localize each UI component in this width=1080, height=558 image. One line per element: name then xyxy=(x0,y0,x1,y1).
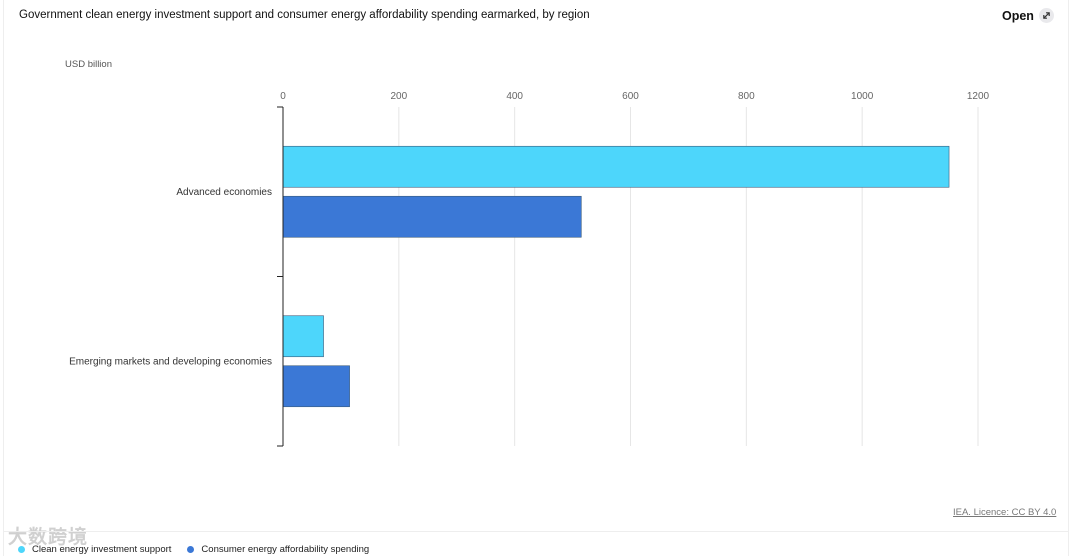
x-tick-label: 800 xyxy=(738,91,755,102)
chart-title: Government clean energy investment suppo… xyxy=(19,9,590,21)
open-button-label: Open xyxy=(1002,8,1034,23)
chart-frame xyxy=(3,0,1069,556)
bar xyxy=(282,195,582,238)
x-tick-label: 600 xyxy=(622,91,639,102)
watermark-logo: 大数跨境 xyxy=(8,527,89,548)
bar xyxy=(282,365,350,408)
category-label: Emerging markets and developing economie… xyxy=(69,356,272,367)
x-tick-label: 1200 xyxy=(967,91,990,102)
unit-label: USD billion xyxy=(65,59,112,70)
legend-label-clean-energy: Clean energy investment support xyxy=(32,544,172,555)
legend-item-affordability[interactable]: Consumer energy affordability spending xyxy=(187,544,369,555)
source-link[interactable]: IEA. Licence: CC BY 4.0 xyxy=(953,507,1057,518)
legend-item-clean-energy[interactable]: Clean energy investment support xyxy=(18,544,171,555)
category-label: Advanced economies xyxy=(176,187,272,198)
legend-dot-affordability xyxy=(187,546,195,553)
open-button[interactable]: Open xyxy=(1002,8,1054,23)
legend-divider xyxy=(3,531,1069,532)
x-tick-label: 1000 xyxy=(851,91,874,102)
bar xyxy=(282,315,324,358)
legend-label-affordability: Consumer energy affordability spending xyxy=(201,544,370,555)
legend-dot-clean-energy xyxy=(18,546,25,553)
bar xyxy=(282,145,950,188)
legend: Clean energy investment support Consumer… xyxy=(18,544,369,555)
x-tick-label: 0 xyxy=(280,91,286,102)
x-tick-label: 200 xyxy=(390,91,407,102)
x-tick-label: 400 xyxy=(506,91,523,102)
expand-icon xyxy=(1038,8,1054,23)
